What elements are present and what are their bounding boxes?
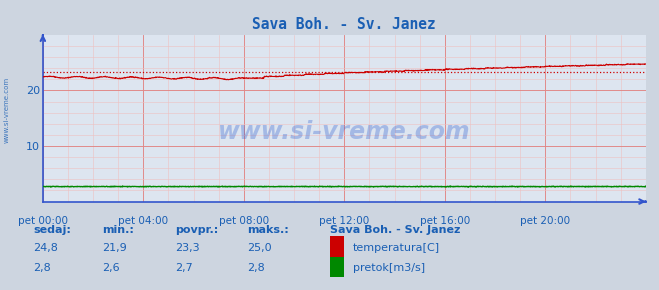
- Text: pet 04:00: pet 04:00: [118, 216, 169, 226]
- Text: 2,8: 2,8: [33, 263, 51, 273]
- Text: pet 20:00: pet 20:00: [520, 216, 571, 226]
- Text: 2,7: 2,7: [175, 263, 192, 273]
- Text: min.:: min.:: [102, 225, 134, 235]
- Text: sedaj:: sedaj:: [33, 225, 71, 235]
- Text: pet 08:00: pet 08:00: [219, 216, 269, 226]
- Text: 2,8: 2,8: [247, 263, 265, 273]
- Title: Sava Boh. - Sv. Janez: Sava Boh. - Sv. Janez: [252, 17, 436, 32]
- Text: pretok[m3/s]: pretok[m3/s]: [353, 263, 424, 273]
- Text: 24,8: 24,8: [33, 243, 58, 253]
- Text: pet 12:00: pet 12:00: [319, 216, 370, 226]
- Text: povpr.:: povpr.:: [175, 225, 218, 235]
- Text: Sava Boh. - Sv. Janez: Sava Boh. - Sv. Janez: [330, 225, 460, 235]
- Text: temperatura[C]: temperatura[C]: [353, 243, 440, 253]
- Text: maks.:: maks.:: [247, 225, 289, 235]
- Text: pet 00:00: pet 00:00: [18, 216, 68, 226]
- Text: www.si-vreme.com: www.si-vreme.com: [3, 77, 9, 143]
- Text: 2,6: 2,6: [102, 263, 120, 273]
- Text: 23,3: 23,3: [175, 243, 199, 253]
- Text: pet 16:00: pet 16:00: [420, 216, 470, 226]
- Text: www.si-vreme.com: www.si-vreme.com: [218, 119, 471, 144]
- Text: 25,0: 25,0: [247, 243, 272, 253]
- Text: 21,9: 21,9: [102, 243, 127, 253]
